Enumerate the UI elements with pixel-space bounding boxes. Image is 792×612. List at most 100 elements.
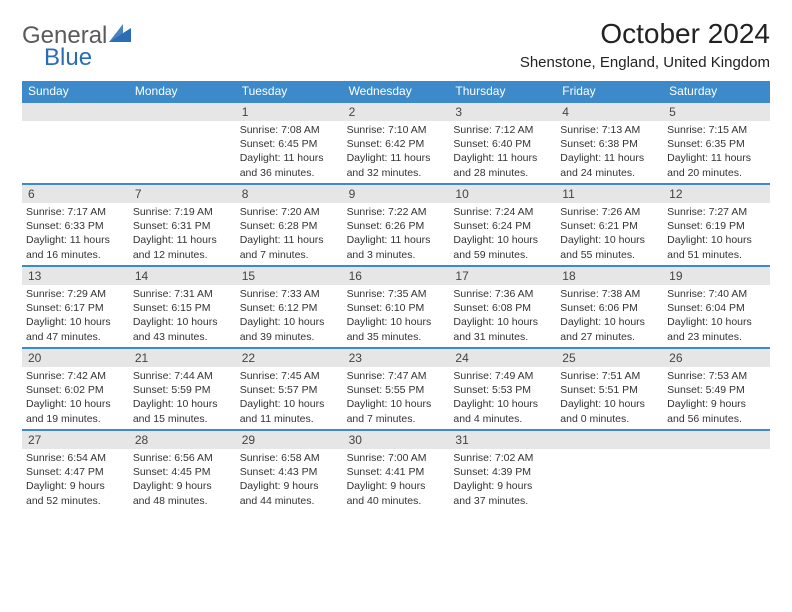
day-sunset: Sunset: 6:24 PM: [453, 219, 552, 233]
day-daylight2: and 7 minutes.: [240, 248, 339, 262]
day-daylight1: Daylight: 11 hours: [240, 233, 339, 247]
day-number: [663, 431, 770, 449]
day-details: Sunrise: 6:58 AMSunset: 4:43 PMDaylight:…: [236, 449, 343, 510]
day-sunset: Sunset: 6:02 PM: [26, 383, 125, 397]
day-cell: 6Sunrise: 7:17 AMSunset: 6:33 PMDaylight…: [22, 185, 129, 265]
calendar-page: General Blue October 2024 Shenstone, Eng…: [0, 0, 792, 529]
day-number: 26: [663, 349, 770, 367]
day-sunset: Sunset: 6:42 PM: [347, 137, 446, 151]
day-daylight2: and 31 minutes.: [453, 330, 552, 344]
day-daylight2: and 4 minutes.: [453, 412, 552, 426]
day-number: 5: [663, 103, 770, 121]
day-sunset: Sunset: 6:21 PM: [560, 219, 659, 233]
day-cell: 21Sunrise: 7:44 AMSunset: 5:59 PMDayligh…: [129, 349, 236, 429]
day-sunrise: Sunrise: 7:12 AM: [453, 123, 552, 137]
day-daylight1: Daylight: 9 hours: [453, 479, 552, 493]
day-daylight1: Daylight: 10 hours: [347, 397, 446, 411]
day-sunset: Sunset: 5:53 PM: [453, 383, 552, 397]
day-sunset: Sunset: 6:35 PM: [667, 137, 766, 151]
logo-icon: [109, 24, 131, 49]
day-daylight1: Daylight: 11 hours: [133, 233, 232, 247]
dow-cell: Sunday: [22, 81, 129, 101]
day-details: Sunrise: 7:29 AMSunset: 6:17 PMDaylight:…: [22, 285, 129, 346]
day-sunset: Sunset: 6:31 PM: [133, 219, 232, 233]
day-cell: 31Sunrise: 7:02 AMSunset: 4:39 PMDayligh…: [449, 431, 556, 511]
day-sunrise: Sunrise: 7:08 AM: [240, 123, 339, 137]
day-number: [22, 103, 129, 121]
day-number: 20: [22, 349, 129, 367]
day-sunset: Sunset: 6:19 PM: [667, 219, 766, 233]
day-number: 1: [236, 103, 343, 121]
day-daylight1: Daylight: 10 hours: [26, 315, 125, 329]
day-sunrise: Sunrise: 7:26 AM: [560, 205, 659, 219]
day-daylight2: and 48 minutes.: [133, 494, 232, 508]
day-daylight1: Daylight: 10 hours: [347, 315, 446, 329]
day-details: Sunrise: 7:35 AMSunset: 6:10 PMDaylight:…: [343, 285, 450, 346]
day-details: Sunrise: 7:13 AMSunset: 6:38 PMDaylight:…: [556, 121, 663, 182]
day-number: 18: [556, 267, 663, 285]
day-daylight1: Daylight: 10 hours: [453, 315, 552, 329]
day-sunrise: Sunrise: 7:22 AM: [347, 205, 446, 219]
day-cell: 28Sunrise: 6:56 AMSunset: 4:45 PMDayligh…: [129, 431, 236, 511]
day-cell: 8Sunrise: 7:20 AMSunset: 6:28 PMDaylight…: [236, 185, 343, 265]
day-cell: 7Sunrise: 7:19 AMSunset: 6:31 PMDaylight…: [129, 185, 236, 265]
day-daylight2: and 28 minutes.: [453, 166, 552, 180]
day-sunset: Sunset: 5:55 PM: [347, 383, 446, 397]
day-daylight1: Daylight: 9 hours: [133, 479, 232, 493]
day-daylight1: Daylight: 10 hours: [560, 315, 659, 329]
day-daylight1: Daylight: 10 hours: [240, 315, 339, 329]
day-number: 28: [129, 431, 236, 449]
day-daylight1: Daylight: 10 hours: [667, 233, 766, 247]
day-cell: 30Sunrise: 7:00 AMSunset: 4:41 PMDayligh…: [343, 431, 450, 511]
day-details: Sunrise: 7:38 AMSunset: 6:06 PMDaylight:…: [556, 285, 663, 346]
day-sunrise: Sunrise: 7:47 AM: [347, 369, 446, 383]
day-daylight1: Daylight: 11 hours: [347, 151, 446, 165]
header: General Blue October 2024 Shenstone, Eng…: [22, 18, 770, 71]
day-details: Sunrise: 7:02 AMSunset: 4:39 PMDaylight:…: [449, 449, 556, 510]
day-number: 16: [343, 267, 450, 285]
day-sunset: Sunset: 4:39 PM: [453, 465, 552, 479]
dow-cell: Friday: [556, 81, 663, 101]
day-daylight2: and 51 minutes.: [667, 248, 766, 262]
day-sunrise: Sunrise: 7:02 AM: [453, 451, 552, 465]
day-sunrise: Sunrise: 7:24 AM: [453, 205, 552, 219]
day-cell: 26Sunrise: 7:53 AMSunset: 5:49 PMDayligh…: [663, 349, 770, 429]
day-number: 11: [556, 185, 663, 203]
day-cell: 1Sunrise: 7:08 AMSunset: 6:45 PMDaylight…: [236, 103, 343, 183]
day-daylight2: and 23 minutes.: [667, 330, 766, 344]
day-sunrise: Sunrise: 7:42 AM: [26, 369, 125, 383]
title-block: October 2024 Shenstone, England, United …: [520, 18, 770, 71]
day-cell: [556, 431, 663, 511]
day-sunrise: Sunrise: 7:44 AM: [133, 369, 232, 383]
dow-cell: Thursday: [449, 81, 556, 101]
day-details: Sunrise: 6:54 AMSunset: 4:47 PMDaylight:…: [22, 449, 129, 510]
day-daylight2: and 39 minutes.: [240, 330, 339, 344]
day-sunset: Sunset: 4:45 PM: [133, 465, 232, 479]
weeks-container: 1Sunrise: 7:08 AMSunset: 6:45 PMDaylight…: [22, 101, 770, 511]
week-row: 27Sunrise: 6:54 AMSunset: 4:47 PMDayligh…: [22, 429, 770, 511]
day-number: 6: [22, 185, 129, 203]
day-sunset: Sunset: 6:06 PM: [560, 301, 659, 315]
day-cell: 14Sunrise: 7:31 AMSunset: 6:15 PMDayligh…: [129, 267, 236, 347]
day-number: [556, 431, 663, 449]
day-details: Sunrise: 6:56 AMSunset: 4:45 PMDaylight:…: [129, 449, 236, 510]
day-number: 8: [236, 185, 343, 203]
day-number: 31: [449, 431, 556, 449]
day-sunset: Sunset: 6:33 PM: [26, 219, 125, 233]
day-daylight2: and 0 minutes.: [560, 412, 659, 426]
day-daylight1: Daylight: 11 hours: [347, 233, 446, 247]
day-sunset: Sunset: 6:15 PM: [133, 301, 232, 315]
day-sunset: Sunset: 6:12 PM: [240, 301, 339, 315]
day-details: Sunrise: 7:17 AMSunset: 6:33 PMDaylight:…: [22, 203, 129, 264]
day-details: Sunrise: 7:24 AMSunset: 6:24 PMDaylight:…: [449, 203, 556, 264]
day-cell: [129, 103, 236, 183]
day-daylight2: and 16 minutes.: [26, 248, 125, 262]
day-details: Sunrise: 7:19 AMSunset: 6:31 PMDaylight:…: [129, 203, 236, 264]
day-cell: 4Sunrise: 7:13 AMSunset: 6:38 PMDaylight…: [556, 103, 663, 183]
day-sunset: Sunset: 6:28 PM: [240, 219, 339, 233]
day-sunrise: Sunrise: 7:13 AM: [560, 123, 659, 137]
week-row: 1Sunrise: 7:08 AMSunset: 6:45 PMDaylight…: [22, 101, 770, 183]
day-number: 21: [129, 349, 236, 367]
day-details: Sunrise: 7:15 AMSunset: 6:35 PMDaylight:…: [663, 121, 770, 182]
day-daylight1: Daylight: 11 hours: [26, 233, 125, 247]
